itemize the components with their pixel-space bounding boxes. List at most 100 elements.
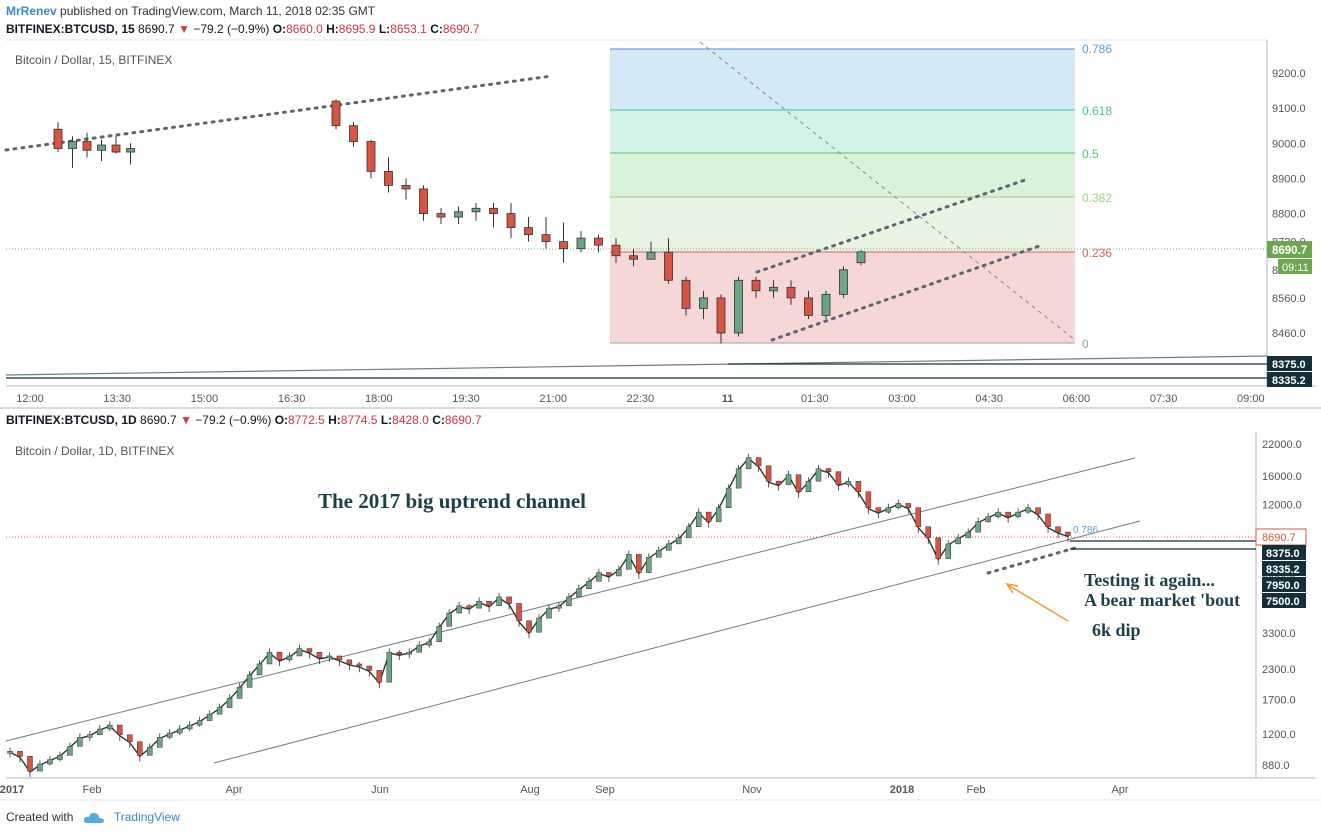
candle-body	[685, 526, 692, 539]
price-tick-label: 8560.0	[1272, 293, 1306, 305]
dotted-channel-upper[interactable]	[755, 177, 1030, 274]
time-tick-label: Nov	[742, 784, 762, 796]
candle-body	[436, 213, 446, 218]
tradingview-link[interactable]: TradingView	[113, 810, 180, 824]
bottom-close: 8690.7	[444, 413, 482, 427]
candle-body	[306, 648, 313, 653]
fib-zone-0236-0	[610, 252, 1075, 343]
candle-body	[506, 596, 512, 604]
annotation-dip[interactable]: 6k dip	[1092, 620, 1141, 640]
candle-body	[466, 605, 472, 609]
candle-body	[471, 207, 481, 213]
time-tick-label: Feb	[83, 784, 102, 796]
time-tick-label: 16:30	[278, 393, 306, 405]
time-tick-label: Apr	[225, 784, 242, 796]
candle-body	[606, 572, 612, 577]
candle-body	[286, 655, 293, 661]
candle-body	[246, 674, 253, 688]
published-text: published on TradingView.com, March 11, …	[60, 4, 376, 18]
price-tick-label: 1200.0	[1262, 729, 1296, 741]
fib-label: 0.382	[1082, 191, 1112, 205]
annotation-title[interactable]: The 2017 big uptrend channel	[318, 489, 586, 513]
candle-body	[336, 655, 343, 661]
candle-body	[815, 468, 822, 482]
candle-body	[664, 251, 673, 281]
candle-body	[47, 759, 53, 765]
level-tag-text: 7500.0	[1266, 596, 1300, 608]
footer: Created with TradingView	[6, 806, 180, 828]
candle-body	[945, 543, 951, 559]
level-tag-text: 8375.0	[1266, 548, 1300, 560]
top-symbol[interactable]: BITFINEX:BTCUSD, 15	[6, 22, 135, 36]
candle-body	[57, 755, 63, 760]
candle-body	[206, 713, 213, 721]
candle-body	[1035, 507, 1041, 515]
candle-body	[266, 651, 273, 665]
candle-body	[67, 746, 73, 756]
candle-body	[296, 648, 303, 657]
candle-body	[176, 728, 183, 734]
time-tick-label: 11	[722, 393, 734, 405]
level-tag	[1267, 372, 1312, 387]
candle-body	[835, 471, 842, 485]
top-chart[interactable]: 0.786 0.618 0.5 0.382 0.236 0 9200.0 9100…	[4, 39, 1315, 405]
time-tick-label: 06:00	[1063, 393, 1091, 405]
bottom-low: 8428.0	[392, 413, 429, 427]
support-line[interactable]	[5, 355, 1268, 376]
price-tick-label: 9000.0	[1272, 138, 1306, 150]
candle-body	[594, 237, 603, 246]
bottom-high: 8774.5	[340, 413, 378, 427]
price-tag-text: 8690.7	[1262, 532, 1296, 544]
candle-body	[751, 279, 761, 292]
candle-body	[117, 724, 123, 735]
dotted-channel-lower[interactable]	[770, 243, 1044, 342]
level-tag	[1267, 356, 1312, 371]
candle-body	[376, 670, 383, 683]
arrow-icon[interactable]	[1005, 582, 1069, 622]
level-tag	[1262, 593, 1306, 608]
candle-body	[526, 620, 532, 633]
candle-body	[126, 148, 135, 153]
candle-body	[1065, 531, 1071, 536]
price-tick-label: 8900.0	[1272, 173, 1306, 185]
bottom-candles	[7, 453, 1071, 778]
top-candles	[53, 99, 866, 344]
time-tick-label: 2018	[890, 784, 914, 796]
bottom-chart[interactable]: 0.786 22000.016000.012000.06000.04500.03…	[0, 432, 1315, 796]
dotted-trendline[interactable]	[4, 74, 554, 152]
bottom-symbol[interactable]: BITFINEX:BTCUSD, 1D	[6, 413, 137, 427]
price-tick-label: 3300.0	[1262, 628, 1296, 640]
candle-body	[226, 698, 233, 708]
candle-body	[97, 728, 103, 735]
candle-body	[716, 297, 726, 334]
candle-body	[699, 297, 708, 309]
dotted-trendline[interactable]	[986, 546, 1077, 575]
candle-body	[821, 293, 831, 316]
candle-body	[27, 756, 33, 772]
candle-body	[576, 237, 586, 250]
candle-body	[559, 241, 568, 250]
candle-body	[765, 465, 772, 482]
annotation-testing[interactable]: Testing it again...	[1084, 570, 1215, 590]
level-tag	[1262, 561, 1306, 576]
annotation-bear[interactable]: A bear market 'bout	[1084, 590, 1240, 610]
candle-body	[825, 468, 832, 472]
bottom-time-ticks: 2017 Feb Apr Jun Aug Sep Nov 2018 Feb Apr	[0, 784, 1129, 796]
price-tick-label: 22000.0	[1262, 439, 1302, 451]
candle-body	[489, 207, 498, 214]
time-tag	[1278, 259, 1312, 274]
candle-body	[68, 141, 77, 149]
fib-zone-0786-0618	[610, 49, 1075, 110]
candle-body	[955, 537, 961, 545]
time-tick-label: 19:30	[452, 393, 480, 405]
author-link[interactable]: MrRenev	[6, 4, 57, 18]
fib-retracement[interactable]: 0.786 0.618 0.5 0.382 0.236 0	[610, 42, 1112, 351]
time-tick-label: 18:00	[365, 393, 393, 405]
candle-body	[805, 480, 812, 492]
down-triangle-icon: ▼	[178, 22, 190, 36]
candle-body	[524, 227, 533, 236]
down-triangle-icon: ▼	[180, 413, 192, 427]
fib-label: 0.786	[1082, 42, 1112, 56]
uptrend-channel-lower[interactable]	[213, 520, 1141, 764]
